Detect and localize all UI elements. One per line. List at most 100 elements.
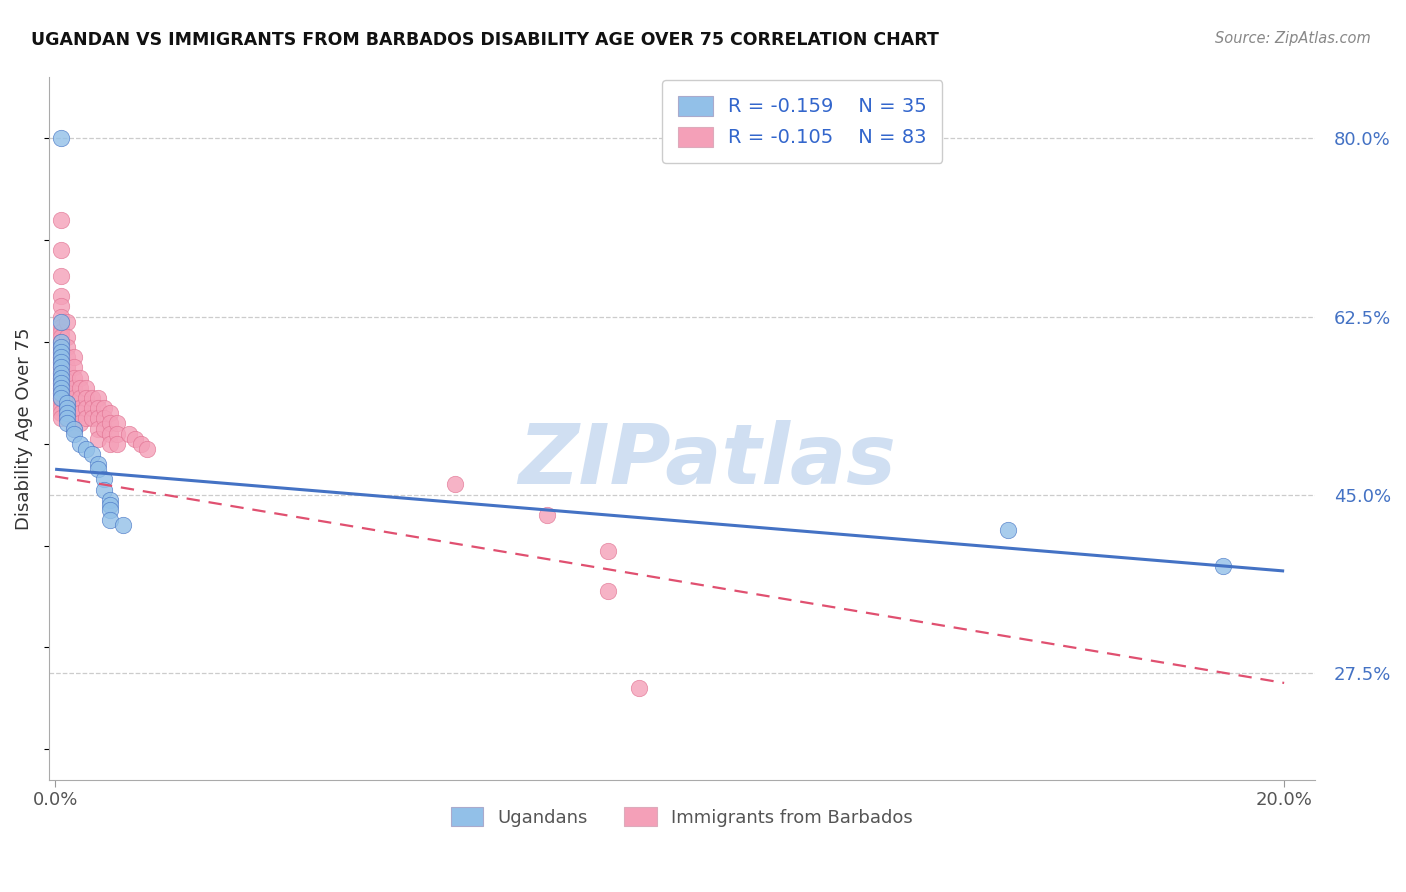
Point bbox=[75, 381, 97, 395]
Point bbox=[100, 417, 122, 431]
Point bbox=[100, 406, 122, 420]
Legend: Ugandans, Immigrants from Barbados: Ugandans, Immigrants from Barbados bbox=[444, 800, 920, 834]
Point bbox=[51, 300, 73, 314]
Point bbox=[100, 437, 122, 451]
Point bbox=[51, 406, 73, 420]
Point bbox=[51, 385, 73, 400]
Point bbox=[100, 503, 122, 517]
Point bbox=[51, 268, 73, 283]
Point bbox=[62, 381, 84, 395]
Point bbox=[62, 351, 84, 365]
Point bbox=[598, 584, 620, 599]
Y-axis label: Disability Age Over 75: Disability Age Over 75 bbox=[15, 327, 32, 530]
Point bbox=[51, 310, 73, 324]
Point bbox=[51, 355, 73, 369]
Point bbox=[87, 421, 110, 435]
Point bbox=[51, 401, 73, 416]
Point bbox=[51, 360, 73, 375]
Point bbox=[69, 401, 91, 416]
Point bbox=[93, 401, 115, 416]
Point bbox=[627, 681, 650, 695]
Point bbox=[51, 351, 73, 365]
Point bbox=[51, 370, 73, 384]
Point bbox=[51, 360, 73, 375]
Point bbox=[56, 401, 79, 416]
Point bbox=[56, 391, 79, 405]
Point bbox=[69, 381, 91, 395]
Point bbox=[105, 417, 128, 431]
Point bbox=[51, 334, 73, 349]
Point bbox=[51, 391, 73, 405]
Point bbox=[56, 330, 79, 344]
Point bbox=[56, 385, 79, 400]
Point bbox=[1212, 558, 1234, 573]
Point bbox=[56, 396, 79, 410]
Point bbox=[51, 340, 73, 354]
Point bbox=[75, 391, 97, 405]
Point bbox=[51, 376, 73, 390]
Point bbox=[51, 381, 73, 395]
Point bbox=[51, 289, 73, 303]
Point bbox=[51, 385, 73, 400]
Point bbox=[87, 401, 110, 416]
Point bbox=[69, 437, 91, 451]
Point bbox=[51, 355, 73, 369]
Point bbox=[93, 472, 115, 486]
Point bbox=[100, 498, 122, 512]
Point bbox=[75, 411, 97, 425]
Point bbox=[56, 381, 79, 395]
Point bbox=[51, 244, 73, 258]
Point bbox=[87, 457, 110, 471]
Point bbox=[598, 543, 620, 558]
Point bbox=[51, 325, 73, 339]
Point bbox=[51, 213, 73, 227]
Point bbox=[80, 411, 103, 425]
Point bbox=[105, 426, 128, 441]
Point bbox=[105, 437, 128, 451]
Point bbox=[69, 370, 91, 384]
Point bbox=[56, 406, 79, 420]
Point bbox=[56, 315, 79, 329]
Point bbox=[51, 396, 73, 410]
Point bbox=[129, 437, 152, 451]
Point bbox=[62, 426, 84, 441]
Point bbox=[51, 411, 73, 425]
Point bbox=[93, 421, 115, 435]
Point bbox=[51, 391, 73, 405]
Point bbox=[51, 366, 73, 380]
Point bbox=[443, 477, 465, 491]
Point bbox=[75, 401, 97, 416]
Point bbox=[51, 131, 73, 145]
Point bbox=[87, 462, 110, 476]
Point bbox=[56, 370, 79, 384]
Point bbox=[51, 334, 73, 349]
Point bbox=[124, 432, 146, 446]
Point bbox=[56, 351, 79, 365]
Point bbox=[93, 411, 115, 425]
Point bbox=[51, 366, 73, 380]
Point bbox=[56, 406, 79, 420]
Point bbox=[87, 411, 110, 425]
Point bbox=[56, 340, 79, 354]
Point bbox=[80, 447, 103, 461]
Point bbox=[51, 345, 73, 359]
Text: ZIPatlas: ZIPatlas bbox=[519, 419, 896, 500]
Point bbox=[51, 381, 73, 395]
Point bbox=[80, 391, 103, 405]
Point bbox=[51, 330, 73, 344]
Point bbox=[62, 411, 84, 425]
Point bbox=[87, 432, 110, 446]
Point bbox=[62, 360, 84, 375]
Point bbox=[56, 396, 79, 410]
Point bbox=[56, 417, 79, 431]
Point bbox=[111, 518, 134, 533]
Text: Source: ZipAtlas.com: Source: ZipAtlas.com bbox=[1215, 31, 1371, 46]
Point bbox=[56, 360, 79, 375]
Point bbox=[62, 401, 84, 416]
Point bbox=[56, 401, 79, 416]
Point bbox=[69, 406, 91, 420]
Point bbox=[56, 411, 79, 425]
Point bbox=[62, 421, 84, 435]
Point bbox=[51, 370, 73, 384]
Point bbox=[997, 523, 1019, 537]
